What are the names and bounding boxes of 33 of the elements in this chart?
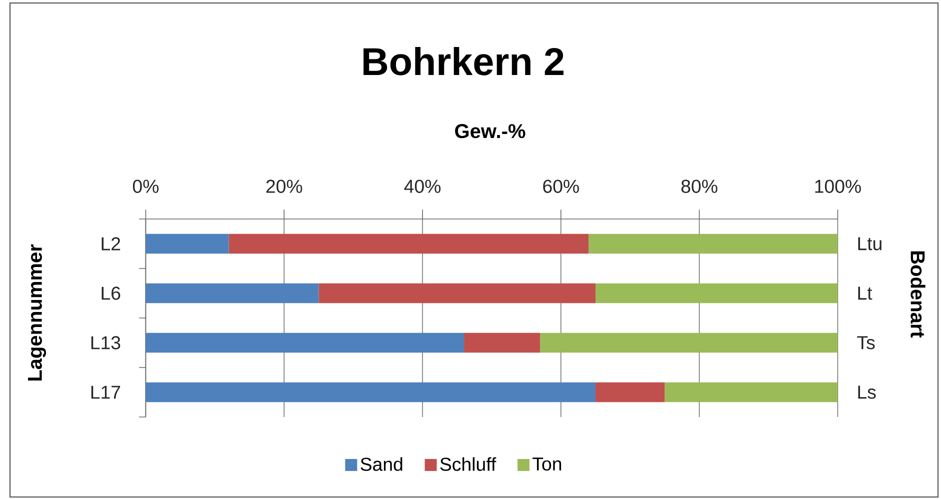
bar <box>146 382 596 402</box>
bar <box>146 332 464 353</box>
x-tick-label: 20% <box>266 180 302 193</box>
bar <box>664 382 838 402</box>
bar <box>596 382 665 402</box>
bar <box>540 332 838 353</box>
y2-axis-title: Bodenart <box>910 251 926 338</box>
bar <box>464 332 540 353</box>
y-tick-label: L6 <box>102 286 120 300</box>
bar <box>228 234 589 254</box>
bar <box>588 234 838 254</box>
bar <box>318 283 596 304</box>
text: Ts <box>857 336 875 350</box>
chart-title: Bohrkern 2 <box>364 46 564 76</box>
y-tick-label: L17 <box>91 386 120 399</box>
y-axis-title: Lagennummer <box>28 244 46 381</box>
bar <box>146 234 229 254</box>
bar <box>146 283 319 304</box>
x-tick-label: 80% <box>681 180 718 193</box>
x-tick-label: 40% <box>404 180 441 193</box>
x-tick-label: 100% <box>815 180 861 193</box>
legend-label: Schluff <box>440 457 496 471</box>
text: Lt <box>858 286 872 300</box>
x-tick-label: 0% <box>132 180 159 193</box>
x-axis-title: Gew.-% <box>455 124 526 138</box>
x-tick-label: 60% <box>543 180 579 193</box>
text: Ls <box>858 386 876 399</box>
legend-label: Sand <box>360 457 402 471</box>
bar <box>596 283 838 304</box>
text: Ltu <box>858 237 882 250</box>
legend-label: Ton <box>532 458 562 471</box>
y-tick-label: L2 <box>102 237 120 250</box>
y-tick-label: L13 <box>91 336 120 350</box>
